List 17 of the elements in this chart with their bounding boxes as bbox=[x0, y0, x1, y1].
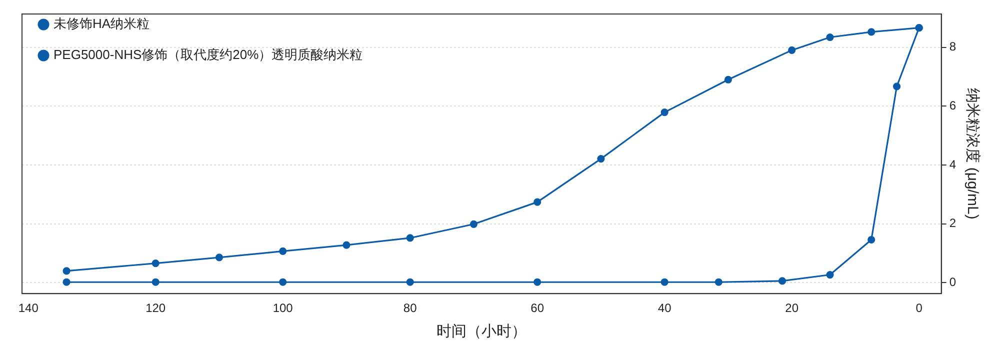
x-tick-label: 120 bbox=[146, 301, 166, 316]
x-tick-label: 80 bbox=[403, 301, 418, 316]
y-tick-label: 4 bbox=[949, 157, 956, 172]
x-tick-label: 40 bbox=[658, 301, 672, 316]
y-tick-label: 0 bbox=[949, 275, 956, 290]
x-tick-label: 0 bbox=[916, 301, 923, 316]
x-tick-label: 140 bbox=[18, 301, 39, 316]
y-tick-label: 2 bbox=[949, 216, 956, 230]
legend-label: PEG5000-NHS修饰（取代度约20%）透明质酸纳米粒 bbox=[54, 47, 363, 62]
x-tick-label: 20 bbox=[785, 301, 799, 316]
x-tick-label: 60 bbox=[530, 301, 544, 316]
y-tick-label: 8 bbox=[949, 40, 956, 54]
x-tick-label: 100 bbox=[272, 301, 294, 316]
x-axis-title: 时间（小时） bbox=[436, 323, 527, 340]
y-tick-label: 6 bbox=[949, 98, 956, 112]
legend-label: 未修饰HA纳米粒 bbox=[54, 16, 150, 32]
y-axis-title: 纳米粒浓度 (μg/mL) bbox=[964, 88, 981, 220]
